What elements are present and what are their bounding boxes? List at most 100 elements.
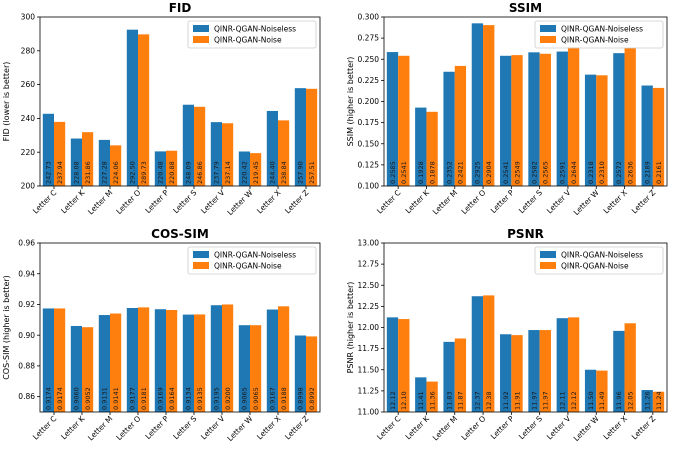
legend-swatch — [540, 25, 556, 32]
bar-value-label: 248.09 — [185, 161, 193, 184]
bar-value-label: 0.8998 — [297, 387, 305, 410]
x-tick-label: Letter C — [31, 414, 58, 441]
bar-value-label: 0.9052 — [84, 387, 92, 410]
x-tick-label: Letter Z — [630, 414, 657, 441]
legend-label: QINR-QGAN-Noiseless — [561, 25, 643, 34]
y-tick-label: 11.00 — [358, 408, 380, 417]
legend-label: QINR-QGAN-Noise — [561, 36, 629, 45]
bar-value-label: 12.05 — [627, 391, 635, 410]
bar-value-label: 11.36 — [428, 391, 436, 410]
y-tick-label: 0.88 — [18, 362, 35, 371]
bar-value-label: 11.26 — [643, 391, 651, 410]
legend-swatch — [193, 251, 209, 258]
bar-noise — [166, 309, 178, 412]
bar-noiseless — [154, 309, 166, 412]
bar-noise — [138, 307, 150, 412]
legend-box — [187, 246, 317, 275]
y-tick-label: 240 — [21, 114, 36, 123]
bar-value-label: 0.9181 — [140, 387, 148, 410]
bar-noiseless — [443, 71, 455, 186]
x-tick-label: Letter V — [199, 413, 227, 441]
bar-noiseless — [500, 334, 512, 412]
y-tick-label: 0.250 — [358, 55, 380, 64]
bar-value-label: 12.38 — [485, 391, 493, 410]
bar-value-label: 0.1928 — [417, 161, 425, 184]
bar-noiseless — [294, 335, 306, 412]
legend: QINR-QGAN-Noiseless QINR-QGAN-Noise — [187, 20, 317, 49]
bar-value-label: 0.8992 — [308, 387, 316, 410]
bar-value-label: 0.9188 — [280, 387, 288, 410]
y-tick-label: 12.75 — [358, 260, 380, 269]
bar-noise — [194, 106, 206, 186]
x-tick-label: Letter S — [171, 414, 198, 441]
bar-value-label: 11.87 — [457, 391, 465, 410]
bar-noiseless — [556, 318, 568, 412]
bar-noise — [624, 323, 636, 412]
bar-noiseless — [182, 104, 194, 186]
y-tick-label: 0.200 — [358, 97, 380, 106]
plot-frame — [383, 16, 668, 187]
bar-value-label: 12.12 — [389, 391, 397, 410]
bar-noise — [652, 87, 665, 186]
chart-cos-sim: COS-SIM COS-SIM (higher is better) 0.86 0.8… — [2, 227, 321, 443]
x-tick-label: Letter M — [86, 414, 114, 442]
bar-noise — [454, 338, 467, 412]
bar-noise — [511, 335, 523, 412]
legend-swatch — [193, 25, 209, 32]
bar-value-label: 11.92 — [502, 391, 510, 410]
x-tick-label: Letter X — [255, 188, 282, 215]
legend-swatch — [540, 251, 556, 258]
bar-value-label: 12.37 — [474, 391, 482, 410]
y-tick-label: 0.125 — [358, 160, 380, 169]
x-tick-label: Letter M — [431, 414, 459, 442]
bar-value-label: 237.14 — [224, 161, 232, 184]
bar-value-label: 0.9065 — [252, 387, 260, 410]
bar-value-label: 0.2549 — [513, 161, 521, 184]
bar-value-label: 246.86 — [196, 161, 204, 184]
x-tick-label: Letter O — [460, 188, 488, 216]
x-tick-label: Letter C — [375, 414, 402, 441]
x-tick-label: Letter P — [489, 188, 516, 215]
plot-frame — [39, 16, 321, 187]
bar-noise — [624, 47, 636, 187]
x-tick-label: Letter V — [545, 187, 573, 215]
y-axis-label: PSNR (higher is better) — [346, 282, 355, 374]
y-axis-label: FID (lower is better) — [2, 62, 11, 142]
y-tick-label: 0.90 — [18, 331, 35, 340]
legend-swatch — [540, 36, 556, 43]
y-tick-label: 220 — [21, 148, 36, 157]
legend-label: QINR-QGAN-Noiseless — [214, 25, 296, 34]
bar-value-label: 11.49 — [598, 391, 606, 410]
bar-value-label: 231.86 — [84, 161, 92, 184]
bar-noiseless — [42, 113, 54, 186]
x-tick-label: Letter W — [225, 188, 254, 217]
bar-value-label: 257.90 — [297, 161, 305, 184]
bar-noise — [426, 111, 438, 186]
x-tick-label: Letter O — [460, 414, 488, 442]
y-tick-label: 0.150 — [358, 139, 380, 148]
bar-noise — [306, 336, 318, 412]
bar-value-label: 0.2565 — [542, 161, 550, 184]
legend-box — [534, 20, 664, 49]
y-tick-label: 11.50 — [358, 365, 380, 374]
x-tick-label: Letter C — [31, 188, 58, 215]
bar-noise — [82, 327, 94, 412]
bar-value-label: 0.9174 — [56, 387, 64, 410]
bar-noise — [250, 153, 262, 186]
bar-value-label: 0.9164 — [168, 387, 176, 410]
bar-noiseless — [238, 151, 250, 186]
bar-noiseless — [613, 330, 625, 412]
bar-value-label: 0.2352 — [445, 161, 453, 184]
bar-noiseless — [210, 305, 222, 412]
bar-noise — [110, 145, 122, 186]
bar-noiseless — [584, 74, 597, 186]
bar-noiseless — [294, 88, 306, 186]
bar-noiseless — [238, 325, 250, 412]
bar-noise — [306, 88, 318, 186]
chart-fid: FID FID (lower is better) 200 220 240 260 280 3… — [2, 1, 321, 217]
bar-value-label: 220.48 — [157, 161, 165, 184]
bar-value-label: 242.73 — [45, 161, 53, 184]
bar-value-label: 11.50 — [587, 391, 595, 410]
bar-noise — [194, 314, 206, 412]
